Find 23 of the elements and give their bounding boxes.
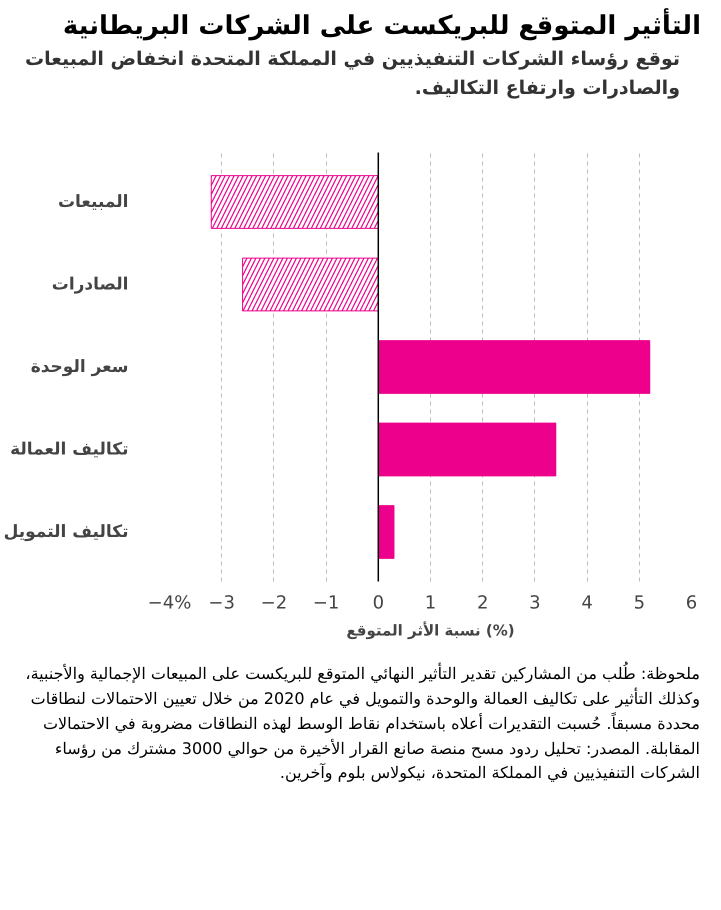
x-tick-label: 4 <box>581 592 593 614</box>
x-tick-label: 2 <box>476 592 488 614</box>
y-tick-label: تكاليف العمالة <box>10 440 129 460</box>
x-axis-title: نسبة الأثر المتوقع (%) <box>346 620 515 640</box>
chart-subtitle: توقع رؤساء الشركات التنفيذيين في المملكة المتحدة انخفاض المبيعات والصادرات وارتفاع التكاليف. <box>24 47 680 101</box>
bar <box>378 340 650 394</box>
chart-title: التأثير المتوقع للبريكست على الشركات البريطانية <box>62 8 701 43</box>
x-tick-label: 5 <box>634 592 646 614</box>
y-tick-label: الصادرات <box>52 274 128 295</box>
y-tick-label: المبيعات <box>58 192 129 212</box>
x-tick-label: 1 <box>424 592 436 614</box>
x-tick-label: 3 <box>529 592 541 614</box>
x-tick-label: −1 <box>312 592 340 614</box>
x-tick-label: −3 <box>208 592 235 614</box>
x-tick-label: 0 <box>372 592 384 614</box>
text: ملحوظة: طُلب من المشاركين تقدير التأثير النهائي المتوقع للبريكست على المبيعات الإجمالية والأجنبية، وكذلك التأثير على تكاليف العمالة والوحدة والتمويل في عام 2020 من خلال تعيين الاحتمالات لنطاقات محددة مسبقاً. حُسبت التقديرات أعلاه باستخدام نقاط الوسط لهذه النطاقات مضروبة في الاحتمالات المقابلة. المصدر: تحليل ردود مسح منصة صانع القرار الأخيرة من حوالي 3000 مشترك من رؤساء الشركات التنفيذيين في المملكة المتحدة، نيكولاس بلوم وآخرين. <box>24 662 700 784</box>
x-tick-label: −4% <box>148 592 192 614</box>
bar <box>378 505 394 560</box>
bar <box>378 422 556 477</box>
y-tick-label: سعر الوحدة <box>30 357 129 378</box>
x-tick-label: −2 <box>260 592 288 614</box>
y-tick-label: تكاليف التمويل <box>4 522 129 542</box>
x-tick-label: 6 <box>686 592 698 614</box>
